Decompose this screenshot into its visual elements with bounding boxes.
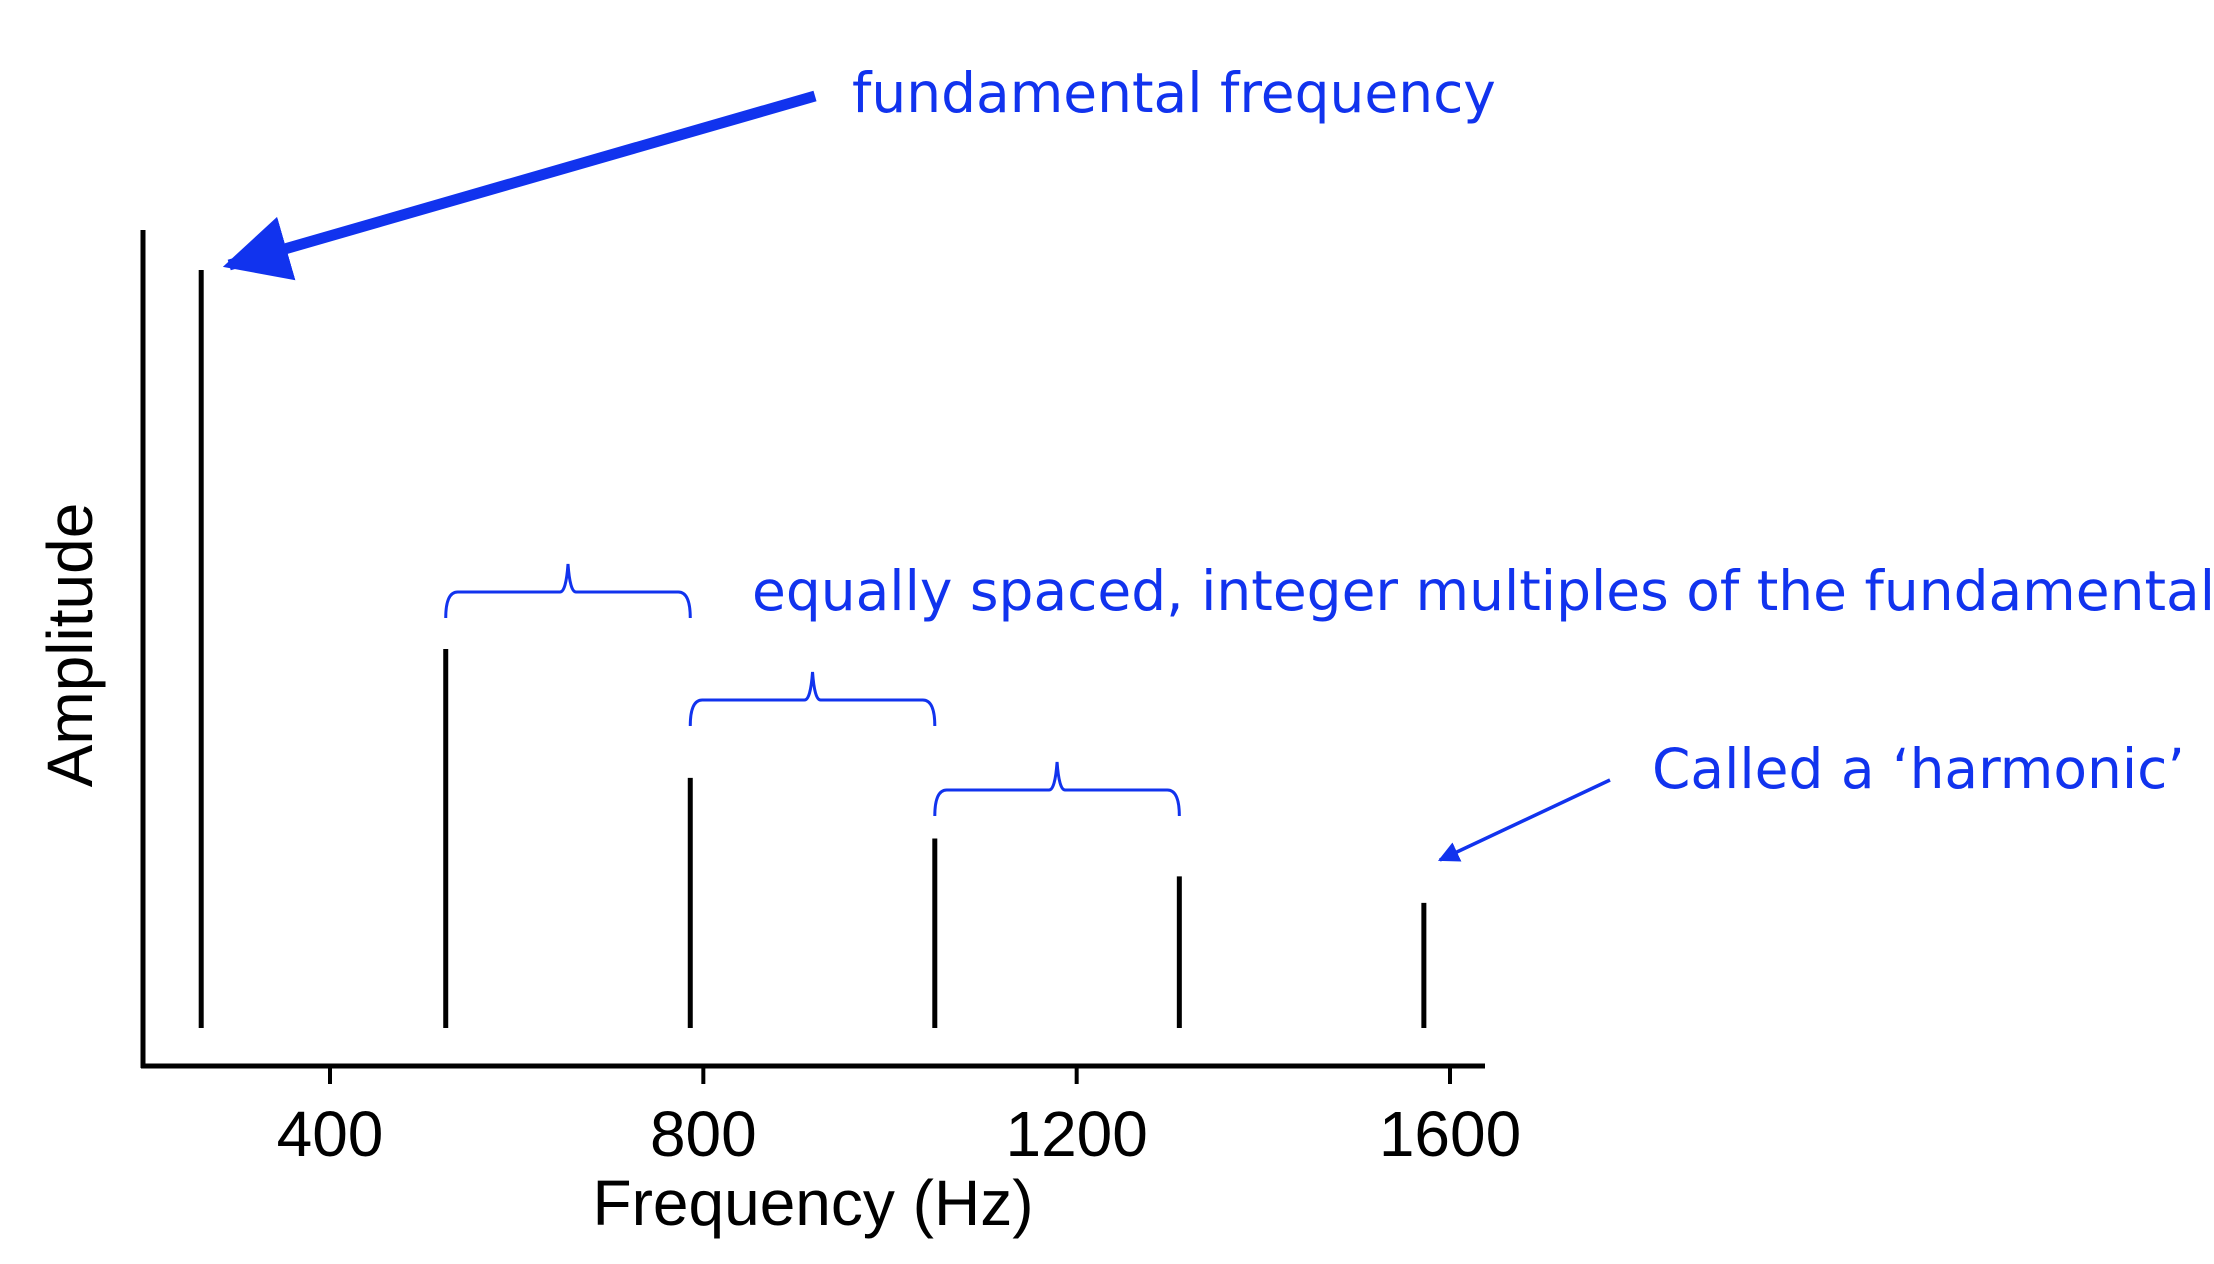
spacing-bracket-3 (933, 761, 1181, 817)
x-tick-label-800: 800 (650, 1098, 757, 1170)
x-tick-label-1600: 1600 (1379, 1098, 1521, 1170)
x-ticks: 400 800 1200 1600 (277, 1066, 1521, 1170)
spacing-bracket-1 (444, 563, 692, 619)
annotations: fundamental frequency equally spaced, int… (222, 61, 2214, 862)
axes (140, 230, 1485, 1069)
bars (198, 270, 1427, 1028)
x-tick-label-400: 400 (277, 1098, 384, 1170)
annotation-fundamental-arrow (222, 90, 817, 281)
annotation-fundamental-label: fundamental frequency (852, 61, 1496, 125)
x-tick-label-1200: 1200 (1005, 1098, 1147, 1170)
annotation-harmonic-label: Called a ‘harmonic’ (1652, 737, 2185, 801)
y-axis-label: Amplitude (34, 503, 106, 788)
x-axis-label: Frequency (Hz) (593, 1167, 1034, 1239)
annotation-spacing-label: equally spaced, integer multiples of the… (752, 559, 2214, 623)
spacing-bracket-2 (688, 671, 937, 727)
annotation-harmonic-arrow (1437, 778, 1611, 862)
